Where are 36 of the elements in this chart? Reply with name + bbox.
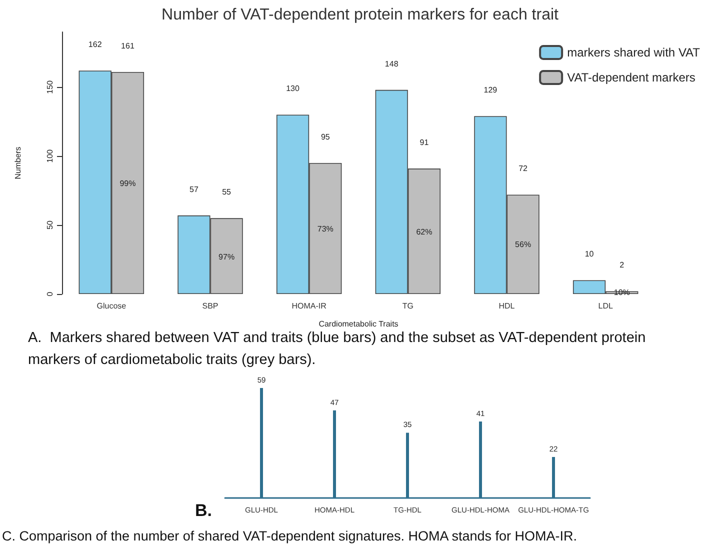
data-label: 57 [189, 184, 199, 194]
data-label: 95 [320, 132, 330, 142]
data-label: 91 [420, 138, 430, 148]
legend-label: markers shared with VAT [567, 46, 701, 60]
x-tick-label: SBP [202, 302, 218, 310]
y-tick-label: 150 [46, 80, 54, 94]
annotation: 10% [614, 288, 630, 298]
annotation: 97% [218, 252, 235, 262]
x-tick-label: LDL [598, 302, 614, 310]
x-tick-label: HDL [498, 302, 516, 310]
text: B. [195, 501, 212, 520]
y-tick-label: 0 [46, 291, 54, 296]
data-label: 2 [620, 260, 625, 270]
legend-label: VAT-dependent markers [567, 70, 696, 84]
y-axis-title: Numbers [14, 146, 22, 180]
y-tick-label: 100 [46, 148, 54, 163]
x-tick-label: TG [402, 302, 414, 310]
data-label: 148 [384, 59, 399, 68]
annotation: 56% [515, 240, 532, 249]
data-label: 72 [518, 164, 528, 174]
y-tick-label: 50 [46, 220, 54, 230]
x-tick-label: HOMA-IR [292, 302, 327, 310]
x-axis-title: Cardiometabolic Traits [318, 320, 398, 328]
annotation: 62% [416, 227, 432, 236]
text: A. Markers shared between VAT and traits (blue bars) and the subset as VAT-dependent protein markers of cardiometabolic traits (grey bars). [28, 330, 650, 368]
text: C. Comparison of the number of shared VAT-dependent signatures. HOMA stands for HOMA-IR. [2, 528, 578, 544]
annotation: 99% [120, 179, 136, 188]
chart-title: Number of VAT-dependent protein markers for each trait [162, 6, 560, 24]
x-tick-label: Glucose [96, 302, 127, 310]
data-label: 130 [286, 84, 300, 94]
data-label: 161 [121, 41, 135, 50]
data-label: 162 [88, 40, 102, 50]
annotation: 73% [317, 224, 334, 234]
data-label: 10 [584, 250, 594, 259]
data-label: 129 [484, 86, 498, 95]
data-label: 55 [222, 188, 232, 197]
